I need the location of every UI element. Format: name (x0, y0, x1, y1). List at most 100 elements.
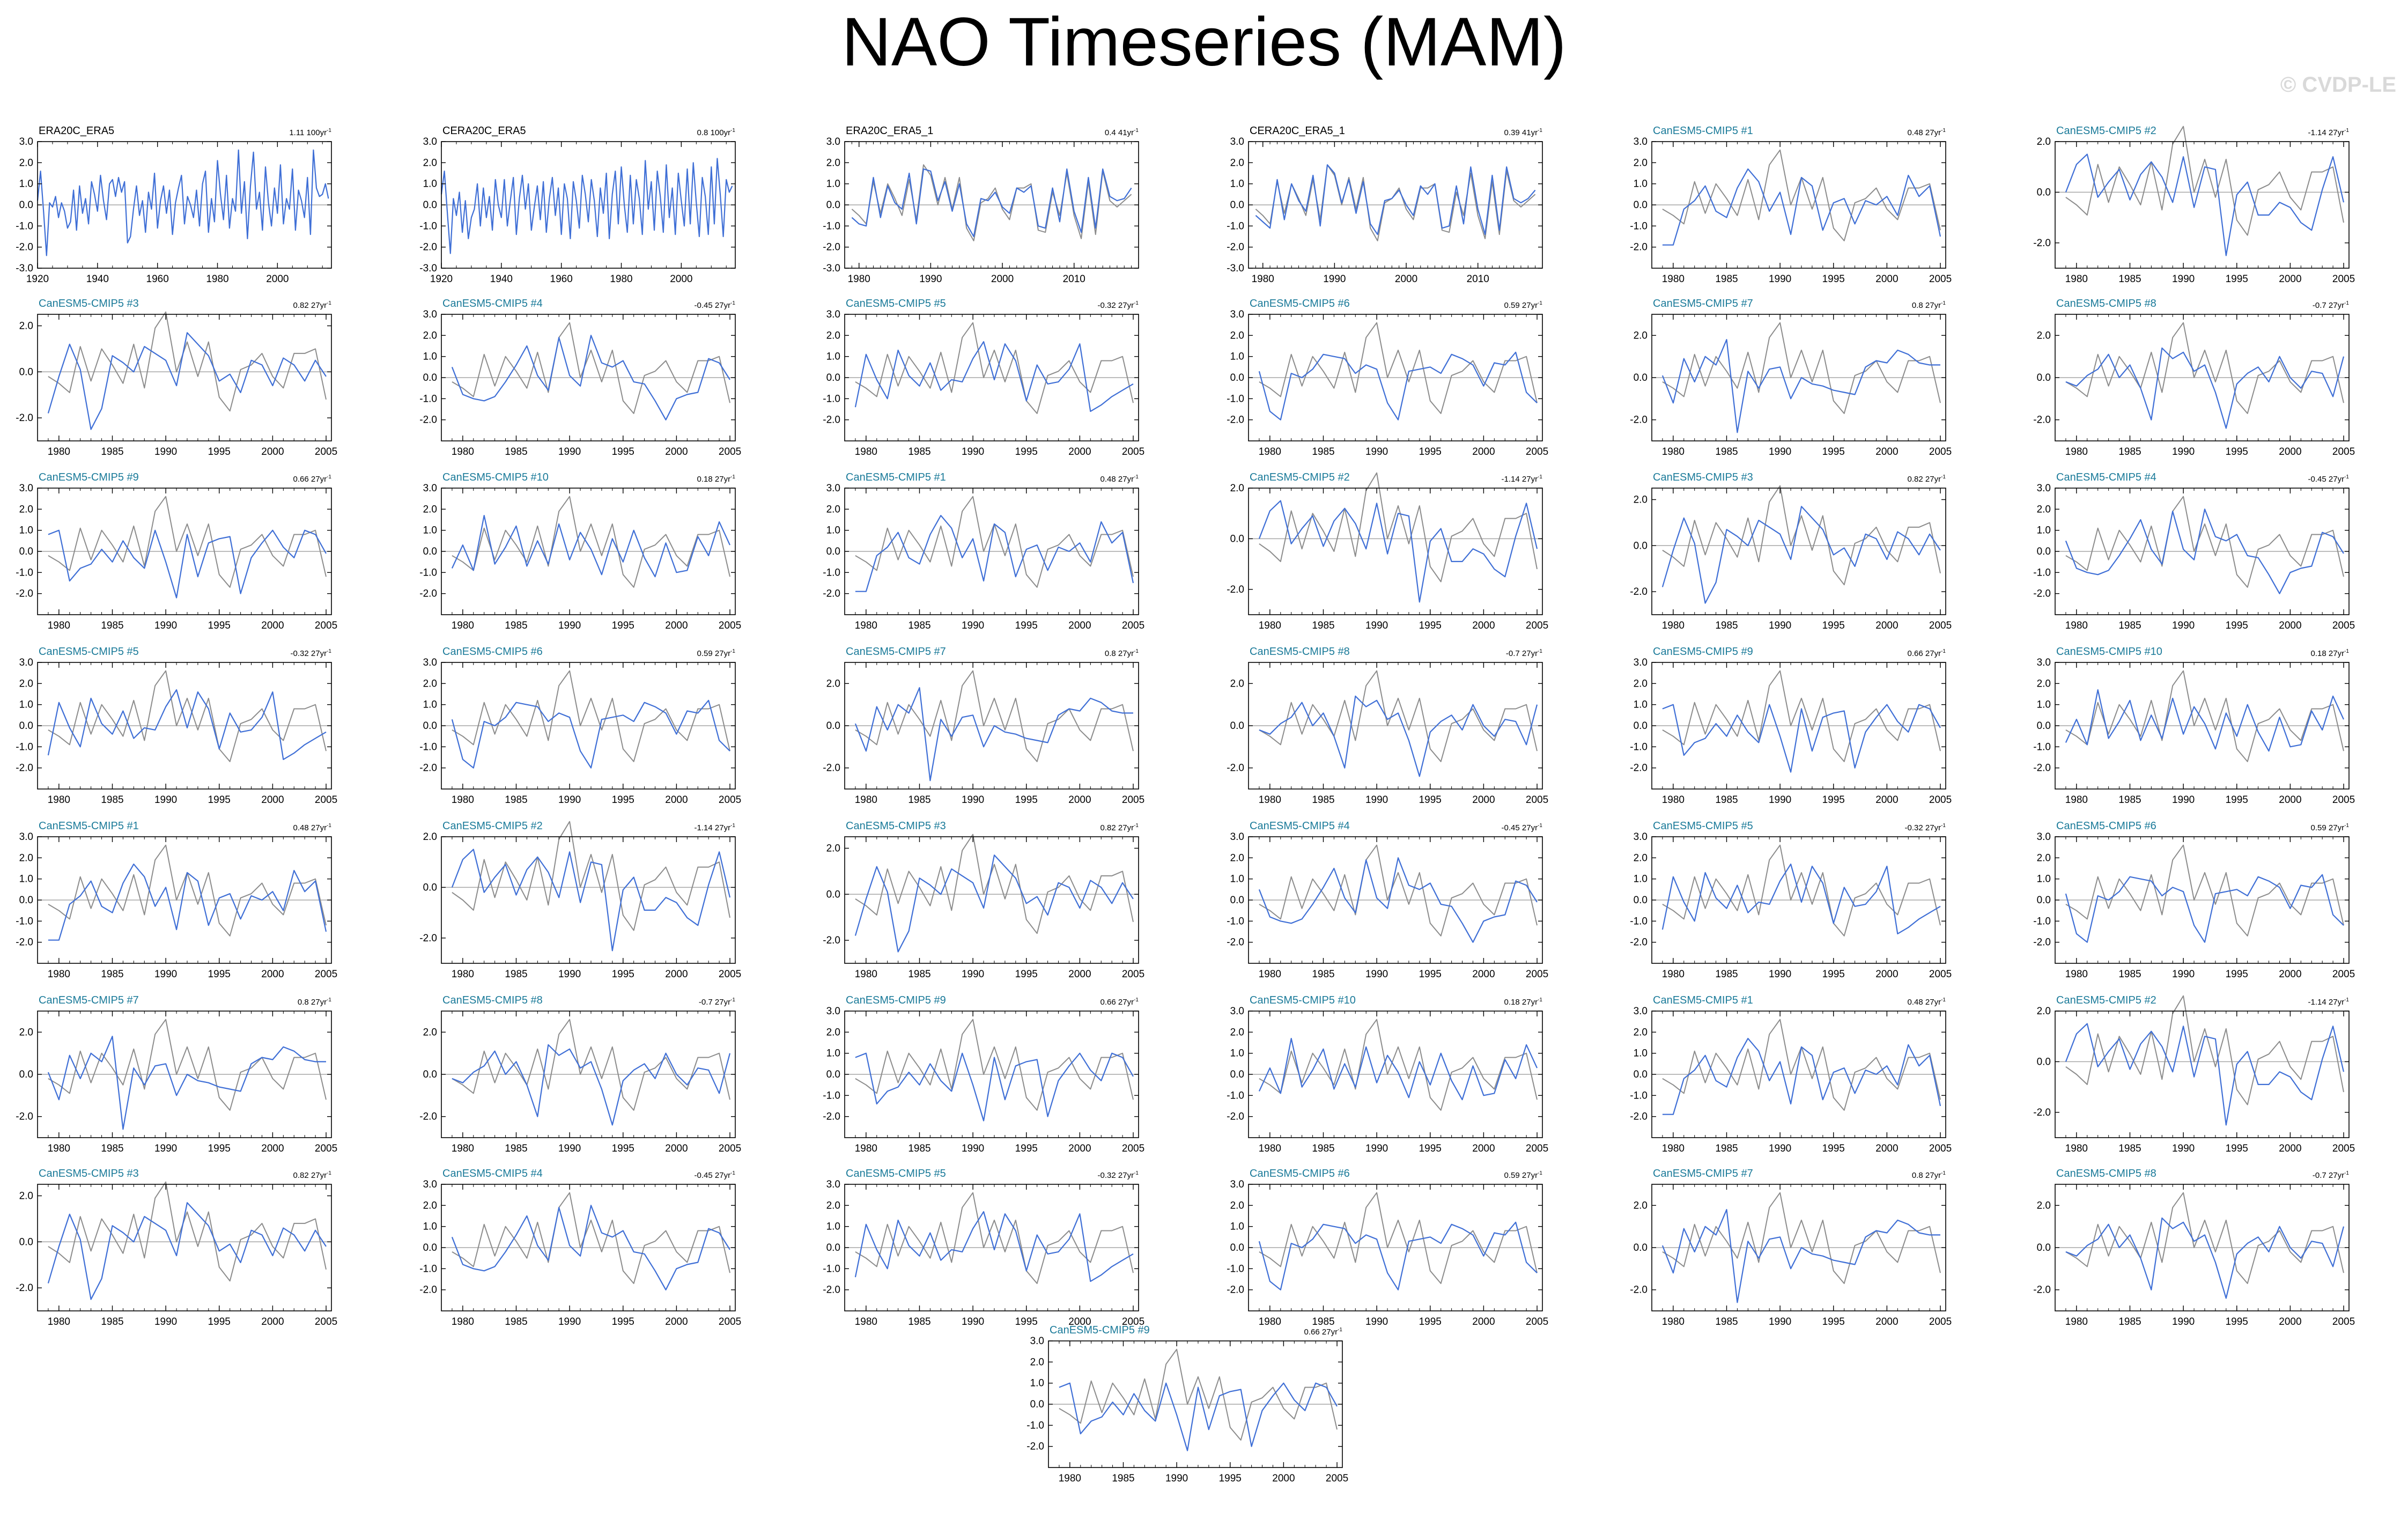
observed-series-line (48, 670, 327, 762)
x-tick-label: 1985 (101, 620, 123, 631)
y-tick-label: 1.0 (1230, 1221, 1244, 1233)
x-tick-label: 1995 (612, 620, 634, 631)
trend-exponent: -1 (1941, 1170, 1946, 1176)
y-tick-label: 0.0 (423, 720, 437, 732)
x-tick-label: 1995 (208, 794, 231, 806)
trend-exponent: -1 (2344, 823, 2349, 829)
x-tick-label: 2000 (1875, 1143, 1898, 1154)
observed-series-line (452, 1192, 730, 1284)
panel-trend: 0.8 27yr-1 (1912, 1168, 1946, 1181)
y-tick-label: 2.0 (1634, 1200, 1648, 1211)
y-tick-label: 2.0 (423, 504, 437, 515)
x-tick-label: 2005 (1122, 1316, 1144, 1328)
x-tick-label: 1990 (154, 1143, 177, 1154)
panel-label: CanESM5-CMIP5 #2 (1250, 471, 1350, 483)
nao-plot: 3.0 2.0 1.0 0.0 -1.0 -2.0 1980 1985 1990 1995 2000… (419, 657, 741, 806)
y-tick-label: 0.0 (1230, 372, 1244, 384)
y-tick-label: -2.0 (16, 242, 33, 253)
x-tick-label: 1980 (2065, 446, 2088, 458)
y-tick-label: 2.0 (1230, 1027, 1244, 1038)
nao-panel: CanESM5-CMIP5 #5 -0.32 27yr-1 3.0 2.0 1.0 0.0… (1614, 820, 1952, 989)
trend-exponent: -1 (730, 128, 735, 134)
x-tick-label: 2005 (1929, 274, 1952, 285)
x-tick-label: 2005 (1122, 1143, 1144, 1154)
x-tick-label: 1985 (1312, 446, 1334, 458)
y-tick-label: 1.0 (826, 525, 840, 536)
x-tick-label: 1980 (48, 1143, 70, 1154)
trend-exponent: -1 (2344, 300, 2349, 306)
panel-trend: 0.8 100yr-1 (697, 126, 735, 138)
panel-trend: 0.48 27yr-1 (1100, 472, 1139, 485)
panel-label: CanESM5-CMIP5 #8 (1250, 646, 1350, 658)
x-tick-label: 1980 (452, 1143, 474, 1154)
nao-plot: 3.0 2.0 1.0 0.0 -1.0 -2.0 1980 1985 1990 1995 2000… (1630, 657, 1952, 806)
trend-exponent: -1 (327, 997, 331, 1003)
y-tick-label: -2.0 (16, 937, 33, 948)
y-tick-label: -1.0 (16, 567, 33, 578)
y-tick-label: 2.0 (826, 504, 840, 515)
nao-plot: 3.0 2.0 1.0 0.0 -1.0 -2.0 1980 1985 1990 1995 2000… (1630, 1006, 1952, 1154)
x-tick-label: 2000 (1068, 794, 1091, 806)
panel-label: CERA20C_ERA5 (442, 125, 526, 137)
panel-trend: -0.32 27yr-1 (291, 646, 331, 659)
trend-value: 0.82 27yr (1907, 475, 1941, 484)
x-tick-label: 1990 (558, 1143, 581, 1154)
panel-label: CanESM5-CMIP5 #8 (2056, 1168, 2156, 1179)
x-tick-label: 1985 (101, 1316, 123, 1328)
x-tick-label: 1980 (1662, 274, 1685, 285)
y-tick-label: 1.0 (826, 179, 840, 190)
nao-plot: 2.0 0.0 -2.0 1980 1985 1990 1995 2000 2005 (1227, 472, 1548, 631)
nao-plot: 2.0 0.0 -2.0 1980 1985 1990 1995 2000 2005 (1630, 1184, 1952, 1328)
x-tick-label: 2000 (665, 446, 688, 458)
nao-series-line (48, 529, 327, 599)
trend-exponent: -1 (327, 1170, 331, 1176)
nao-series-line (440, 158, 733, 254)
x-tick-label: 1990 (1365, 1143, 1388, 1154)
x-tick-label: 1990 (558, 969, 581, 980)
y-tick-label: -1.0 (419, 567, 437, 578)
y-tick-label: -2.0 (1227, 763, 1244, 774)
x-tick-label: 1985 (1715, 1316, 1738, 1328)
nao-panel: CanESM5-CMIP5 #6 0.59 27yr-1 3.0 2.0 1.0 0.0 -… (1211, 297, 1548, 467)
x-tick-label: 1995 (2226, 446, 2248, 458)
y-tick-label: -2.0 (419, 415, 437, 426)
panel-label: CanESM5-CMIP5 #9 (846, 994, 946, 1006)
panel-trend: 0.4 41yr-1 (1105, 126, 1139, 138)
x-tick-label: 1995 (2226, 620, 2248, 631)
y-tick-label: 2.0 (1634, 494, 1648, 505)
trend-exponent: -1 (1538, 648, 1542, 654)
y-tick-label: 2.0 (1634, 157, 1648, 168)
panel-trend: 0.18 27yr-1 (2311, 646, 2349, 659)
x-tick-label: 1985 (1312, 1143, 1334, 1154)
x-tick-label: 2005 (315, 446, 337, 458)
y-tick-label: 2.0 (19, 320, 33, 331)
y-tick-label: -1.0 (1630, 220, 1648, 232)
nao-panel: CanESM5-CMIP5 #9 0.66 27yr-1 3.0 2.0 1.0 0.0 -… (1011, 1324, 1348, 1493)
panel-trend: -0.45 27yr-1 (695, 298, 735, 311)
y-tick-label: 2.0 (423, 1027, 437, 1038)
nao-plot: 2.0 0.0 -2.0 1980 1985 1990 1995 2000 2005 (2033, 1184, 2355, 1328)
nao-panel: CanESM5-CMIP5 #4 -0.45 27yr-1 3.0 2.0 1.0 0.0… (404, 297, 741, 467)
y-tick-label: 0.0 (1230, 533, 1244, 544)
x-tick-label: 1995 (2226, 1143, 2248, 1154)
y-tick-label: 3.0 (423, 1179, 437, 1190)
x-tick-label: 2000 (1472, 1143, 1495, 1154)
x-tick-label: 1985 (2118, 969, 2141, 980)
y-tick-label: 1.0 (19, 525, 33, 536)
nao-plot: 3.0 2.0 1.0 0.0 -1.0 -2.0 1980 1985 1990 1995 2000… (16, 831, 337, 980)
panel-trend: -0.45 27yr-1 (2308, 472, 2349, 485)
nao-panel: CanESM5-CMIP5 #3 0.82 27yr-1 2.0 0.0 -2.0 198… (0, 297, 337, 467)
y-tick-label: -1.0 (823, 1090, 840, 1101)
y-tick-label: -1.0 (1227, 916, 1244, 927)
y-tick-label: -2.0 (1630, 242, 1648, 253)
trend-value: -0.45 27yr (1501, 823, 1538, 832)
y-tick-label: 1.0 (826, 1048, 840, 1059)
y-tick-label: -1.0 (2033, 741, 2051, 753)
trend-exponent: -1 (1941, 128, 1946, 134)
x-tick-label: 1990 (1365, 794, 1388, 806)
x-tick-label: 1960 (550, 274, 573, 285)
panel-label: CanESM5-CMIP5 #1 (846, 471, 946, 483)
y-tick-label: 1.0 (19, 179, 33, 190)
nao-series-line (1258, 351, 1538, 421)
